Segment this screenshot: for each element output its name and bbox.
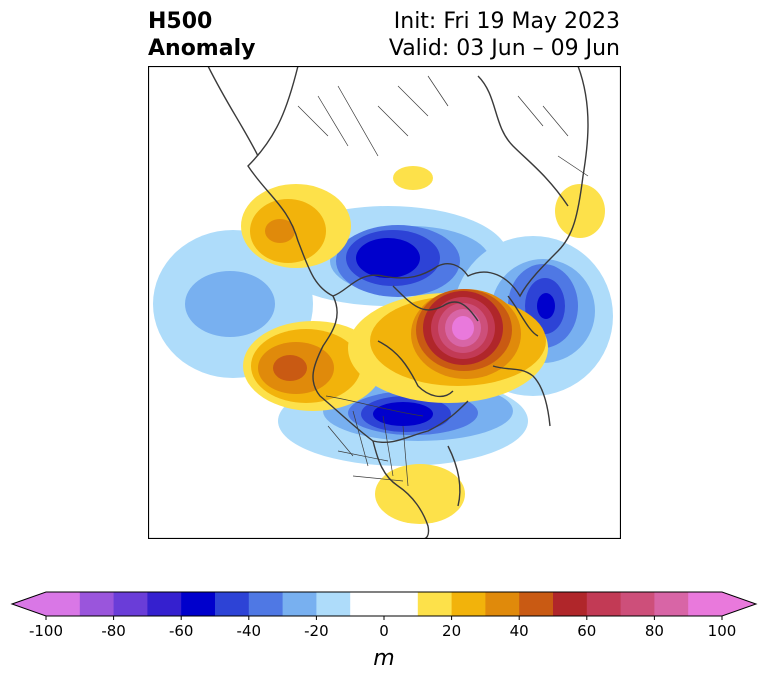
colorbar-tick-label: 80: [645, 622, 664, 636]
title-line-1: H500: [148, 9, 213, 34]
anomaly-scandinavia-pos: [555, 184, 605, 238]
colorbar-tick-label: 20: [442, 622, 461, 636]
colorbar-ticks: -100 -80 -60 -40 -20 0 20 40 60 80 100: [29, 616, 736, 636]
colorbar-cell: [46, 592, 81, 616]
colorbar-cell: [654, 592, 689, 616]
colorbar-cell: [620, 592, 655, 616]
borders: [297, 75, 589, 487]
anomaly-greenland-pos: [348, 289, 548, 403]
anomaly-map: [148, 66, 621, 539]
colorbar-cell: [586, 592, 621, 616]
colorbar-tick-label: 60: [577, 622, 596, 636]
map-frame: [148, 66, 621, 539]
init-date: Init: Fri 19 May 2023: [393, 9, 620, 34]
colorbar-tick-label: -60: [169, 622, 194, 636]
colorbar-cell: [485, 592, 520, 616]
colorbar-cell: [181, 592, 216, 616]
anomaly-arctic-pos: [393, 166, 433, 190]
colorbar-under-extension: [12, 592, 46, 616]
colorbar-tick-label: -40: [237, 622, 262, 636]
colorbar-tick-label: 100: [708, 622, 737, 636]
colorbar-cell: [79, 592, 114, 616]
colorbar-cell: [316, 592, 351, 616]
colorbar-cell: [350, 592, 419, 616]
colorbar-cell: [688, 592, 723, 616]
colorbar-tick-label: -20: [304, 622, 329, 636]
colorbar-tick-label: 0: [379, 622, 389, 636]
colorbar-cell: [282, 592, 317, 616]
colorbar-cell: [553, 592, 588, 616]
colorbar-cell: [451, 592, 486, 616]
colorbar-tick-label: -80: [101, 622, 126, 636]
anomaly-se-us-pos: [375, 464, 465, 524]
colorbar-cells: [10, 591, 758, 617]
title-line-2: Anomaly: [148, 36, 256, 61]
coastlines: [207, 66, 589, 539]
colorbar-tick-label: 40: [510, 622, 529, 636]
anomaly-alaska-pos: [243, 321, 383, 411]
anomaly-east-siberia-pos: [241, 184, 351, 268]
colorbar-cell: [519, 592, 554, 616]
colorbar-tick-label: -100: [29, 622, 63, 636]
colorbar-cell: [147, 592, 182, 616]
anomaly-siberia-neg: [268, 206, 508, 306]
date-block: Init: Fri 19 May 2023 Valid: 03 Jun – 09…: [389, 8, 620, 62]
colorbar-cell: [417, 592, 452, 616]
colorbar-cell: [215, 592, 250, 616]
valid-range: Valid: 03 Jun – 09 Jun: [388, 36, 620, 61]
colorbar: -100 -80 -60 -40 -20 0 20 40 60 80 100: [10, 591, 758, 636]
colorbar-cell: [248, 592, 283, 616]
colorbar-over-extension: [722, 592, 756, 616]
colorbar-unit-label: m: [373, 646, 395, 671]
colorbar-cell: [113, 592, 148, 616]
title-block: H500 Anomaly: [148, 8, 255, 62]
